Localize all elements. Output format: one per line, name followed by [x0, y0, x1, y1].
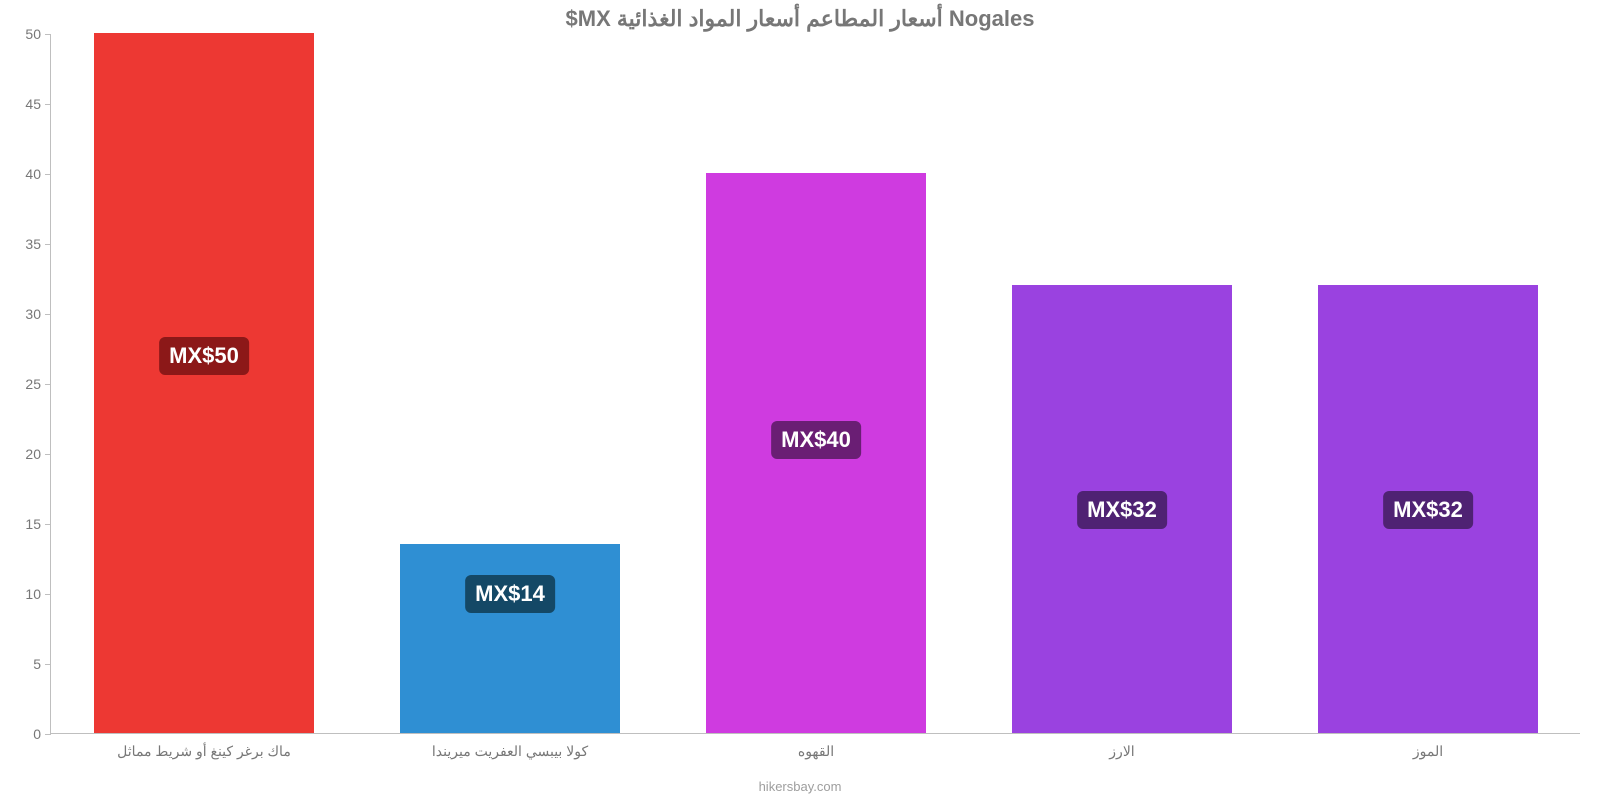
y-tick — [45, 594, 51, 595]
x-tick-label: الموز — [1413, 743, 1443, 760]
x-tick-label: الارز — [1109, 743, 1134, 760]
price-bar-chart: Nogales أسعار المطاعم أسعار المواد الغذا… — [0, 0, 1600, 800]
chart-title: Nogales أسعار المطاعم أسعار المواد الغذا… — [0, 6, 1600, 32]
y-tick — [45, 664, 51, 665]
y-tick-label: 10 — [5, 586, 41, 602]
y-tick — [45, 104, 51, 105]
chart-credit: hikersbay.com — [0, 779, 1600, 794]
y-tick-label: 50 — [5, 26, 41, 42]
y-tick — [45, 454, 51, 455]
y-tick — [45, 34, 51, 35]
plot-area: 05101520253035404550ماك برغر كينغ أو شري… — [50, 34, 1580, 734]
y-tick — [45, 174, 51, 175]
value-badge: MX$32 — [1077, 491, 1167, 529]
y-tick-label: 30 — [5, 306, 41, 322]
y-tick — [45, 384, 51, 385]
y-tick-label: 5 — [5, 656, 41, 672]
bar — [400, 544, 620, 733]
x-tick-label: القهوه — [798, 743, 834, 760]
y-tick — [45, 314, 51, 315]
y-tick-label: 40 — [5, 166, 41, 182]
value-badge: MX$14 — [465, 575, 555, 613]
x-tick-label: كولا بيبسي العفريت ميريندا — [432, 743, 588, 760]
y-tick-label: 45 — [5, 96, 41, 112]
value-badge: MX$32 — [1383, 491, 1473, 529]
value-badge: MX$40 — [771, 421, 861, 459]
y-tick-label: 15 — [5, 516, 41, 532]
y-tick-label: 20 — [5, 446, 41, 462]
y-tick — [45, 524, 51, 525]
y-tick — [45, 244, 51, 245]
x-tick-label: ماك برغر كينغ أو شريط مماثل — [117, 743, 291, 760]
y-tick-label: 35 — [5, 236, 41, 252]
y-tick — [45, 734, 51, 735]
value-badge: MX$50 — [159, 337, 249, 375]
bar — [94, 33, 314, 733]
y-tick-label: 25 — [5, 376, 41, 392]
y-tick-label: 0 — [5, 726, 41, 742]
